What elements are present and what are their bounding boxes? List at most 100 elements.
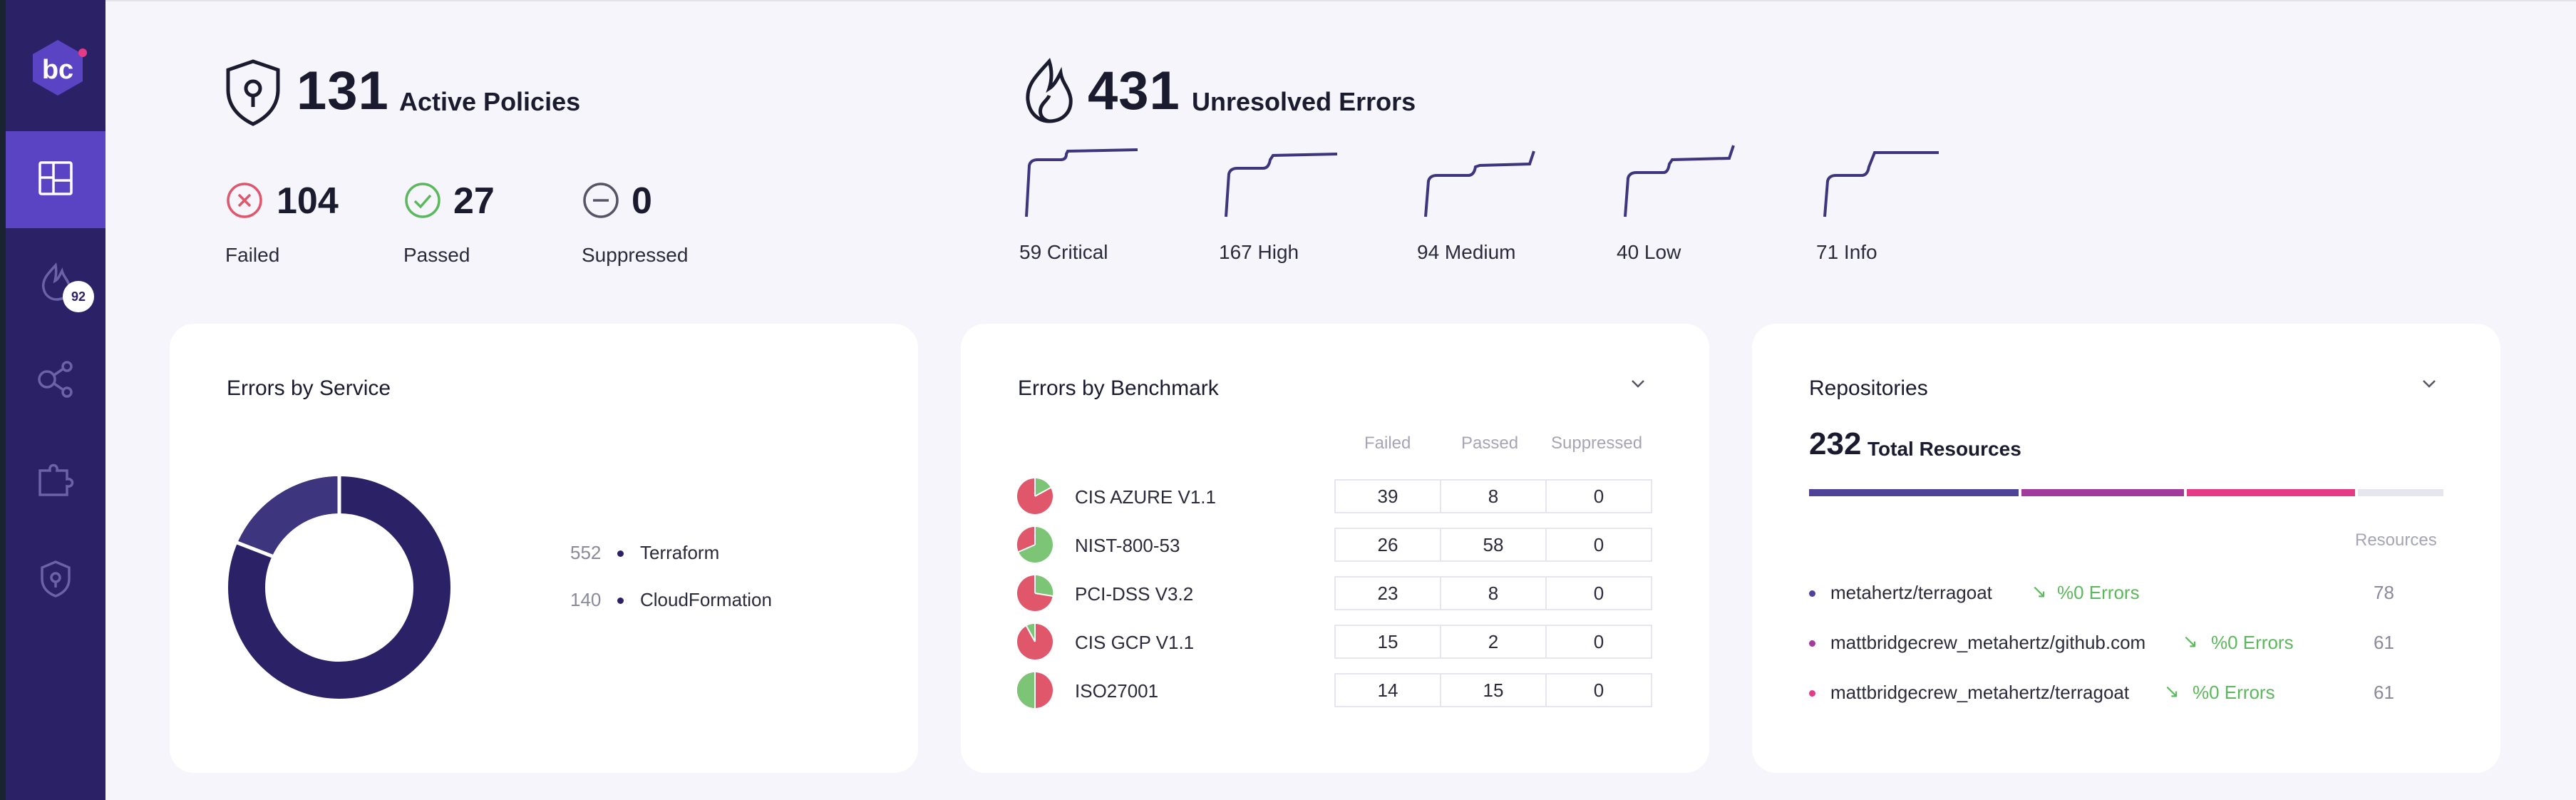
policy-shield-icon xyxy=(222,58,284,130)
severity-critical-label: 59 Critical xyxy=(1019,241,1108,263)
benchmark-pie-icon xyxy=(1016,623,1053,664)
info-sparkline xyxy=(1822,145,1939,223)
unresolved-errors-count: 431 xyxy=(1088,61,1180,121)
chevron-down-icon[interactable] xyxy=(2421,378,2438,393)
benchmark-pie-icon xyxy=(1016,672,1053,712)
medium-sparkline xyxy=(1423,145,1540,223)
svg-text:bc: bc xyxy=(42,55,73,85)
severity-medium-label: 94 Medium xyxy=(1417,241,1516,263)
chevron-down-icon[interactable] xyxy=(1629,378,1647,393)
dashboard-icon xyxy=(38,160,73,200)
repo-resources: 61 xyxy=(2374,632,2394,653)
benchmark-name: CIS AZURE V1.1 xyxy=(1075,486,1216,508)
cloudformation-dot xyxy=(617,598,624,604)
bar-segment xyxy=(1809,489,2019,496)
errors-by-benchmark-title: Errors by Benchmark xyxy=(1018,376,1219,400)
passed-cell: 8 xyxy=(1440,576,1547,610)
column-suppressed: Suppressed xyxy=(1551,434,1643,453)
severity-info-label: 71 Info xyxy=(1816,241,1877,263)
notification-badge: 92 xyxy=(63,281,94,312)
repo-dot xyxy=(1809,690,1815,697)
failed-cell: 14 xyxy=(1334,673,1441,707)
total-resources-count: 232 xyxy=(1809,426,1862,461)
errors-by-benchmark-card: Errors by Benchmark Failed Passed Suppre… xyxy=(961,324,1709,773)
resources-header: Resources xyxy=(2355,530,2437,550)
resources-distribution-bar xyxy=(1809,489,2443,496)
failed-icon xyxy=(225,181,264,223)
column-failed: Failed xyxy=(1364,434,1411,453)
terraform-value: 552 xyxy=(570,542,602,563)
connections-icon xyxy=(36,359,76,403)
repo-name[interactable]: mattbridgecrew_metahertz/terragoat xyxy=(1830,682,2130,703)
sidebar-item-policies[interactable] xyxy=(6,532,105,629)
suppressed-cell: 0 xyxy=(1545,528,1652,562)
unresolved-errors-label: Unresolved Errors xyxy=(1192,87,1416,116)
cloudformation-value: 140 xyxy=(570,589,602,610)
low-sparkline xyxy=(1622,143,1739,223)
suppressed-cell: 0 xyxy=(1545,479,1652,513)
passed-cell: 15 xyxy=(1440,673,1547,707)
suppressed-icon xyxy=(582,181,620,223)
repo-errors: %0 Errors xyxy=(2057,582,2140,603)
sidebar-item-connections[interactable] xyxy=(6,332,105,429)
passed-cell: 2 xyxy=(1440,625,1547,659)
passed-label: Passed xyxy=(403,244,470,266)
terraform-name: Terraform xyxy=(640,542,720,563)
errors-flame-icon xyxy=(1021,57,1078,129)
bar-segment xyxy=(2021,489,2184,496)
failed-cell: 23 xyxy=(1334,576,1441,610)
suppressed-cell: 0 xyxy=(1545,625,1652,659)
repo-dot xyxy=(1809,640,1815,647)
benchmark-name: PCI-DSS V3.2 xyxy=(1075,583,1194,605)
benchmark-pie-icon xyxy=(1016,575,1053,615)
desktop-edge xyxy=(0,0,6,800)
repo-dot xyxy=(1809,590,1815,597)
top-divider xyxy=(105,0,2576,1)
repo-name[interactable]: metahertz/terragoat xyxy=(1830,582,1992,603)
bridgecrew-logo[interactable]: bc xyxy=(26,36,90,100)
passed-count: 27 xyxy=(453,180,495,222)
benchmark-name: CIS GCP V1.1 xyxy=(1075,632,1195,653)
repo-resources: 78 xyxy=(2374,582,2394,603)
failed-cell: 26 xyxy=(1334,528,1441,562)
high-sparkline xyxy=(1223,145,1340,223)
active-policies-label: Active Policies xyxy=(399,87,581,116)
trend-down-icon: ↘ xyxy=(2183,630,2198,652)
severity-low-label: 40 Low xyxy=(1617,241,1681,263)
trend-down-icon: ↘ xyxy=(2164,680,2180,702)
suppressed-label: Suppressed xyxy=(582,244,689,266)
cloudformation-name: CloudFormation xyxy=(640,589,772,610)
repo-name[interactable]: mattbridgecrew_metahertz/github.com xyxy=(1830,632,2146,653)
terraform-dot xyxy=(617,550,624,557)
repositories-card: Repositories 232 Total Resources Resourc… xyxy=(1752,324,2500,773)
errors-by-service-card: Errors by Service 552 Terraform 140 Clou… xyxy=(170,324,918,773)
passed-icon xyxy=(403,181,442,223)
repo-errors: %0 Errors xyxy=(2211,632,2294,653)
benchmark-pie-icon xyxy=(1016,526,1053,567)
sidebar-item-integrations[interactable] xyxy=(6,432,105,529)
failed-label: Failed xyxy=(225,244,280,266)
suppressed-count: 0 xyxy=(632,180,652,222)
puzzle-icon xyxy=(36,459,76,503)
column-passed: Passed xyxy=(1461,434,1519,453)
suppressed-cell: 0 xyxy=(1545,673,1652,707)
sidebar: bc 92 xyxy=(6,0,105,800)
failed-cell: 39 xyxy=(1334,479,1441,513)
critical-sparkline xyxy=(1024,145,1140,223)
active-policies-count: 131 xyxy=(297,61,389,121)
bar-segment xyxy=(2358,489,2443,496)
failed-count: 104 xyxy=(277,180,339,222)
sidebar-item-errors[interactable] xyxy=(6,235,105,332)
passed-cell: 58 xyxy=(1440,528,1547,562)
suppressed-cell: 0 xyxy=(1545,576,1652,610)
repo-resources: 61 xyxy=(2374,682,2394,703)
severity-high-label: 167 High xyxy=(1219,241,1299,263)
failed-cell: 15 xyxy=(1334,625,1441,659)
sidebar-item-dashboard[interactable] xyxy=(6,131,105,228)
total-resources-label: Total Resources xyxy=(1867,438,2021,460)
service-donut-chart xyxy=(228,476,450,702)
repositories-title: Repositories xyxy=(1809,376,1928,400)
benchmark-name: NIST-800-53 xyxy=(1075,535,1180,556)
passed-cell: 8 xyxy=(1440,479,1547,513)
trend-down-icon: ↘ xyxy=(2031,580,2047,602)
